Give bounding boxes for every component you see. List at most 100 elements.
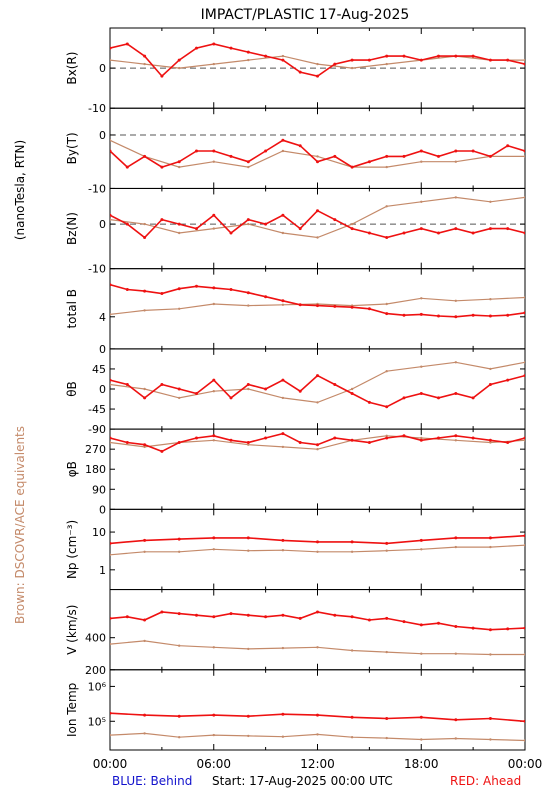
data-point (523, 58, 525, 62)
data-point (437, 314, 440, 318)
data-point (110, 553, 112, 556)
data-point (454, 536, 458, 540)
data-point (454, 196, 457, 199)
data-point (281, 213, 285, 217)
data-point (523, 62, 525, 66)
x-tick-label: 00:00 (93, 757, 128, 771)
data-point (523, 439, 525, 442)
data-point (246, 50, 250, 54)
y-tick-label: 45 (92, 363, 106, 376)
data-point (195, 392, 198, 395)
data-point (195, 613, 198, 617)
data-point (419, 58, 423, 62)
data-point (454, 434, 458, 438)
y-tick-label: 90 (92, 483, 106, 496)
data-point (333, 154, 337, 158)
data-point (506, 227, 510, 231)
data-point (212, 548, 215, 551)
data-point (367, 58, 371, 62)
data-point (489, 200, 492, 203)
data-point (281, 231, 285, 235)
data-point (110, 139, 112, 142)
data-point (419, 715, 423, 719)
data-point (212, 42, 216, 46)
data-point (281, 303, 285, 306)
data-point (333, 383, 337, 386)
data-point (523, 149, 525, 153)
data-point (385, 205, 388, 208)
data-point (246, 441, 250, 444)
x-tick-label: 06:00 (196, 757, 231, 771)
data-point (125, 615, 129, 619)
data-point (420, 297, 423, 300)
data-point (125, 288, 129, 291)
data-point (212, 434, 216, 438)
data-point (419, 149, 423, 153)
data-point (367, 160, 371, 164)
data-point (281, 54, 285, 58)
data-point (281, 538, 285, 542)
data-point (110, 733, 112, 737)
data-point (419, 392, 423, 395)
data-point (246, 714, 250, 718)
data-point (246, 383, 250, 386)
data-point (316, 550, 319, 553)
data-point (195, 284, 198, 288)
data-point (316, 62, 319, 66)
ahead-series (110, 43, 525, 78)
dscovr-series (110, 544, 525, 556)
data-point (281, 712, 285, 716)
data-point (489, 545, 492, 549)
y-tick-label: 1 (99, 564, 106, 577)
data-point (143, 154, 147, 158)
data-point (350, 305, 354, 309)
data-point (143, 236, 147, 239)
data-point (367, 400, 371, 404)
data-point (523, 311, 525, 315)
panel-frame (109, 348, 526, 430)
data-point (488, 628, 492, 632)
data-point (316, 540, 319, 544)
data-point (110, 58, 112, 62)
data-point (385, 616, 389, 620)
data-point (402, 154, 406, 158)
data-point (385, 541, 389, 545)
x-tick-label: 18:00 (404, 757, 439, 771)
data-point (488, 154, 492, 158)
data-point (471, 231, 475, 235)
data-point (110, 46, 112, 50)
data-point (246, 160, 250, 164)
data-point (281, 445, 285, 449)
data-point (212, 615, 216, 619)
data-point (350, 438, 354, 442)
data-point (523, 361, 525, 364)
data-point (298, 144, 302, 148)
data-point (385, 370, 388, 373)
data-point (402, 313, 406, 317)
data-point (298, 441, 302, 444)
data-point (402, 231, 406, 235)
data-point (160, 74, 164, 78)
data-point (281, 646, 285, 650)
y-tick-label: 10⁵ (88, 715, 106, 728)
y-tick-label: 0 (99, 343, 106, 356)
data-point (177, 714, 181, 718)
data-point (298, 303, 302, 307)
data-point (178, 736, 181, 739)
data-point (177, 160, 181, 164)
data-point (420, 365, 423, 368)
data-point (281, 735, 285, 738)
data-point (385, 549, 388, 552)
data-point (281, 299, 285, 303)
data-point (385, 154, 389, 158)
data-point (281, 396, 285, 400)
data-point (160, 165, 164, 169)
data-point (350, 540, 354, 544)
footer-behind-label: BLUE: Behind (112, 774, 192, 788)
data-point (385, 165, 388, 169)
data-point (385, 405, 389, 409)
data-point (523, 626, 525, 630)
data-point (488, 438, 492, 442)
data-point (281, 432, 285, 436)
